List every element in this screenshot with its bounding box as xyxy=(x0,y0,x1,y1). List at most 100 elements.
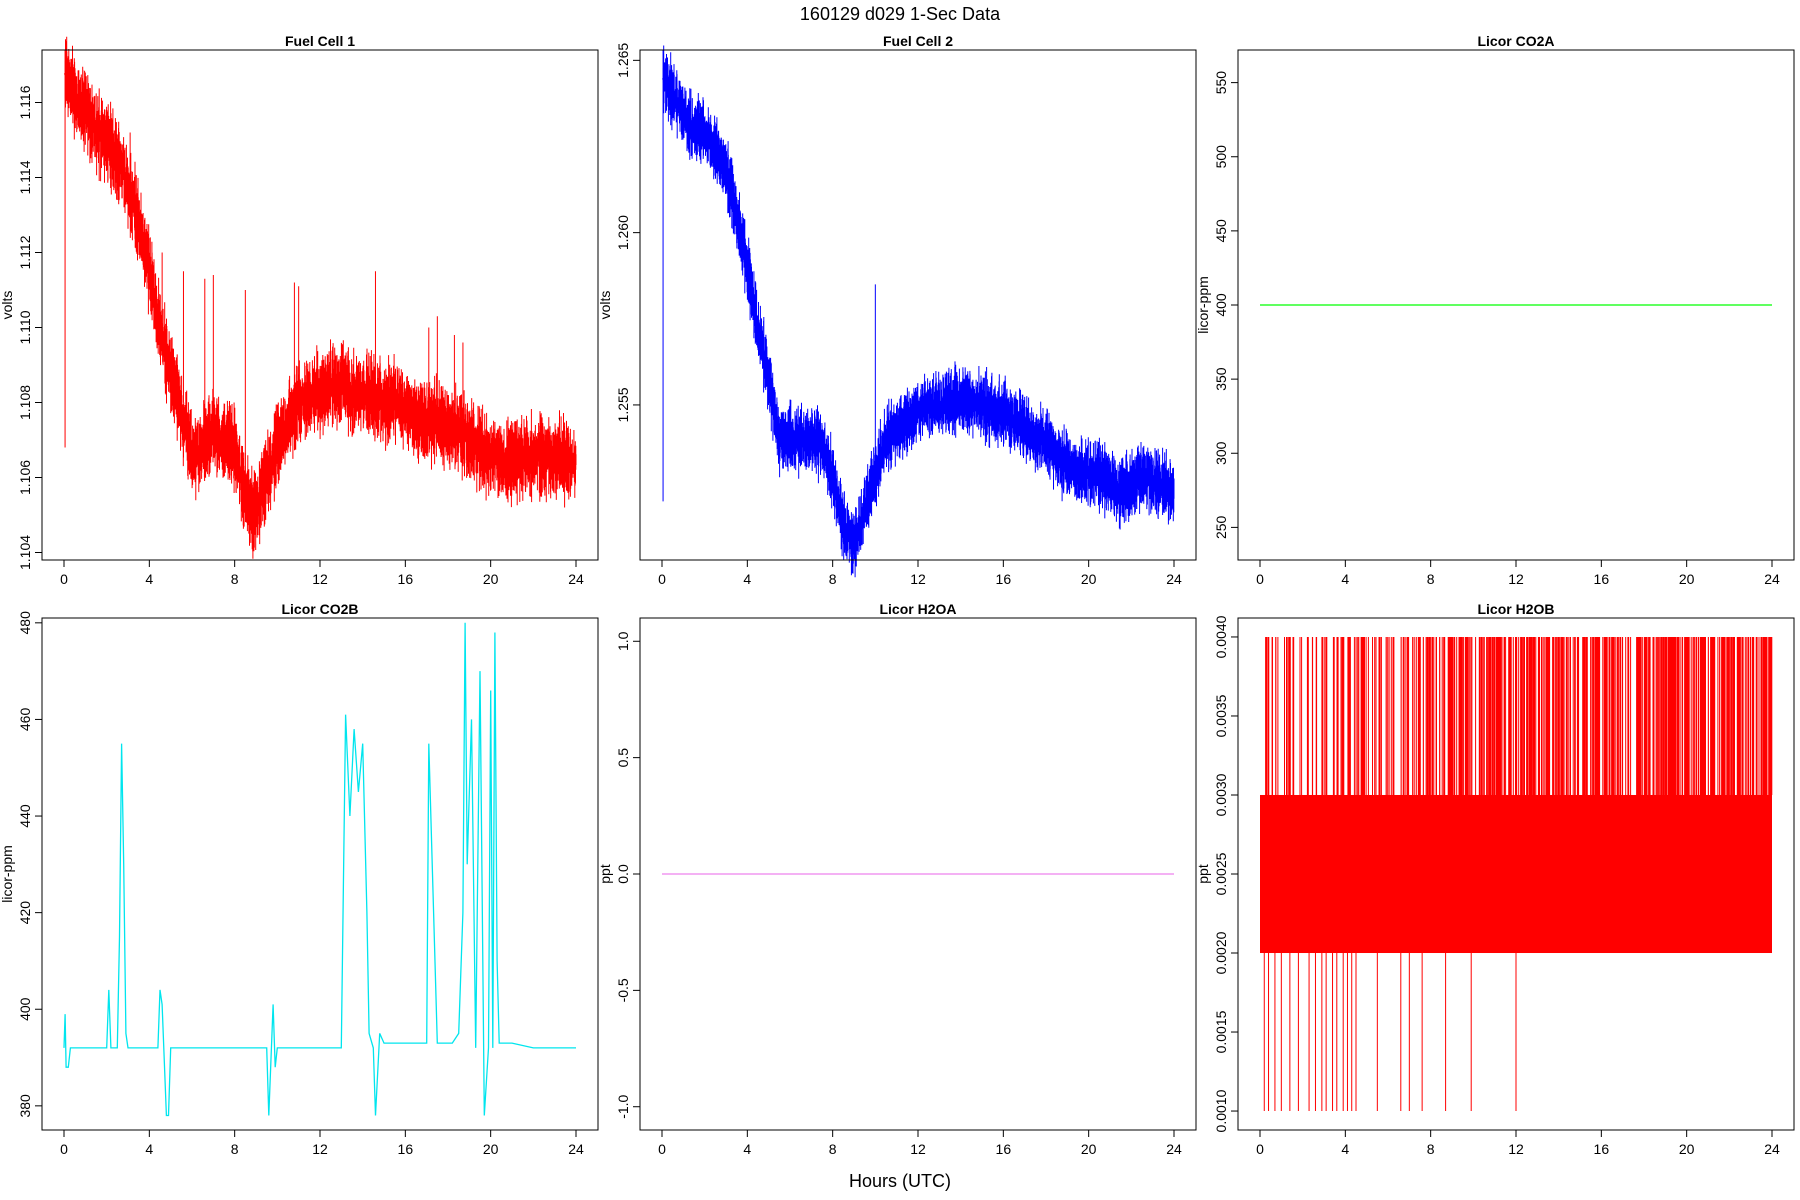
x-tick-label: 16 xyxy=(1594,571,1610,587)
series-data xyxy=(661,45,1175,578)
y-tick-label: 350 xyxy=(1213,367,1229,391)
y-axis-label: licor-ppm xyxy=(1195,276,1211,334)
panel-title: Licor CO2A xyxy=(1477,33,1554,49)
x-tick-label: 0 xyxy=(658,1141,666,1157)
panel-title: Licor H2OA xyxy=(879,601,956,617)
panel-title: Fuel Cell 1 xyxy=(285,33,355,49)
y-tick-label: 400 xyxy=(1213,293,1229,317)
panel-6: Licor H2OB ppt 0 4 8 12 16 20 24 0.0010 0.0015 0.00… xyxy=(1195,601,1795,1157)
x-tick-label: 20 xyxy=(1679,1141,1695,1157)
x-tick-label: 24 xyxy=(568,1141,584,1157)
y-tick-label: 0.0015 xyxy=(1213,1010,1229,1053)
x-axis-label: Hours (UTC) xyxy=(849,1171,951,1191)
y-tick-label: 1.255 xyxy=(615,387,631,422)
y-tick-label: 0.5 xyxy=(615,748,631,768)
x-tick-label: 0 xyxy=(658,571,666,587)
x-tick-label: 4 xyxy=(145,571,153,587)
y-tick-label: 380 xyxy=(17,1094,33,1118)
x-tick-label: 0 xyxy=(1256,1141,1264,1157)
x-tick-label: 4 xyxy=(743,571,751,587)
y-tick-label: 250 xyxy=(1213,515,1229,539)
x-tick-label: 4 xyxy=(1341,1141,1349,1157)
x-tick-label: 12 xyxy=(312,1141,328,1157)
series-line xyxy=(63,72,576,518)
x-tick-label: 0 xyxy=(60,1141,68,1157)
x-tick-label: 20 xyxy=(1081,571,1097,587)
x-tick-label: 8 xyxy=(231,571,239,587)
series-line xyxy=(63,622,576,1117)
y-tick-label: 500 xyxy=(1213,145,1229,169)
series-data xyxy=(1260,637,1773,1112)
y-tick-label: 0.0020 xyxy=(1213,931,1229,974)
x-tick-label: 16 xyxy=(996,1141,1012,1157)
y-axis-label: volts xyxy=(597,291,613,320)
y-tick-label: 550 xyxy=(1213,71,1229,95)
x-tick-label: 16 xyxy=(996,571,1012,587)
main-title: 160129 d029 1-Sec Data xyxy=(800,4,1001,24)
y-tick-label: 400 xyxy=(17,997,33,1021)
panels: Fuel Cell 1 volts 0 4 8 12 16 20 24 1.104 1.106 1.1… xyxy=(0,33,1795,1157)
y-tick-label: 300 xyxy=(1213,441,1229,465)
y-tick-label: 1.112 xyxy=(17,235,33,269)
x-tick-label: 24 xyxy=(1166,571,1182,587)
panel-2: Fuel Cell 2 volts 0 4 8 12 16 20 24 1.255 1.260 1.2… xyxy=(597,33,1197,587)
y-tick-label: 1.265 xyxy=(615,43,631,78)
y-tick-label: 1.104 xyxy=(17,535,33,570)
y-tick-label: 1.116 xyxy=(17,85,33,119)
y-tick-label: -1.0 xyxy=(615,1094,631,1118)
y-tick-label: 1.106 xyxy=(17,460,33,495)
y-tick-label: 450 xyxy=(1213,219,1229,243)
x-tick-label: 24 xyxy=(1764,571,1780,587)
panel-1: Fuel Cell 1 volts 0 4 8 12 16 20 24 1.104 1.106 1.1… xyxy=(0,33,599,587)
x-tick-label: 12 xyxy=(910,571,926,587)
y-tick-label: 0.0030 xyxy=(1213,773,1229,816)
y-axis-label: ppt xyxy=(597,864,613,884)
x-tick-label: 12 xyxy=(312,571,328,587)
y-tick-label: 460 xyxy=(17,708,33,732)
panel-5: Licor H2OA ppt 0 4 8 12 16 20 24 -1.0 -0.5 0.0 0.5 1.… xyxy=(597,601,1197,1157)
x-tick-label: 24 xyxy=(1166,1141,1182,1157)
x-tick-label: 8 xyxy=(1427,571,1435,587)
x-tick-label: 20 xyxy=(483,1141,499,1157)
series-top-spikes xyxy=(1265,637,1773,795)
series-data xyxy=(63,622,576,1117)
y-tick-label: 1.108 xyxy=(17,385,33,420)
x-tick-label: 12 xyxy=(910,1141,926,1157)
x-tick-label: 24 xyxy=(568,571,584,587)
y-tick-label: 420 xyxy=(17,901,33,925)
plot-frame xyxy=(41,617,599,1131)
y-axis-label: licor-ppm xyxy=(0,845,15,903)
x-tick-label: 20 xyxy=(483,571,499,587)
series-data xyxy=(63,36,577,559)
x-tick-label: 20 xyxy=(1679,571,1695,587)
y-tick-label: 0.0040 xyxy=(1213,615,1229,658)
x-tick-label: 0 xyxy=(1256,571,1264,587)
panel-title: Fuel Cell 2 xyxy=(883,33,953,49)
y-tick-label: 0.0025 xyxy=(1213,852,1229,895)
y-tick-label: -0.5 xyxy=(615,978,631,1002)
y-tick-label: 480 xyxy=(17,611,33,635)
panel-title: Licor H2OB xyxy=(1477,601,1554,617)
x-tick-label: 20 xyxy=(1081,1141,1097,1157)
x-tick-label: 16 xyxy=(398,571,414,587)
x-tick-label: 16 xyxy=(398,1141,414,1157)
x-tick-label: 12 xyxy=(1508,1141,1524,1157)
x-tick-label: 24 xyxy=(1764,1141,1780,1157)
y-tick-label: 0.0 xyxy=(615,864,631,884)
x-tick-label: 4 xyxy=(743,1141,751,1157)
y-tick-label: 1.260 xyxy=(615,215,631,250)
x-tick-label: 8 xyxy=(1427,1141,1435,1157)
x-tick-label: 4 xyxy=(145,1141,153,1157)
x-tick-label: 0 xyxy=(60,571,68,587)
y-tick-label: 1.0 xyxy=(615,631,631,651)
x-tick-label: 12 xyxy=(1508,571,1524,587)
panel-4: Licor CO2B licor-ppm 0 4 8 12 16 20 24 380 400 420 4… xyxy=(0,601,599,1157)
y-tick-label: 0.0035 xyxy=(1213,694,1229,737)
series-line xyxy=(661,77,1175,546)
x-tick-label: 8 xyxy=(829,571,837,587)
y-tick-label: 0.0010 xyxy=(1213,1089,1229,1132)
y-axis-label: volts xyxy=(0,291,15,320)
panel-title: Licor CO2B xyxy=(281,601,358,617)
x-tick-label: 8 xyxy=(231,1141,239,1157)
